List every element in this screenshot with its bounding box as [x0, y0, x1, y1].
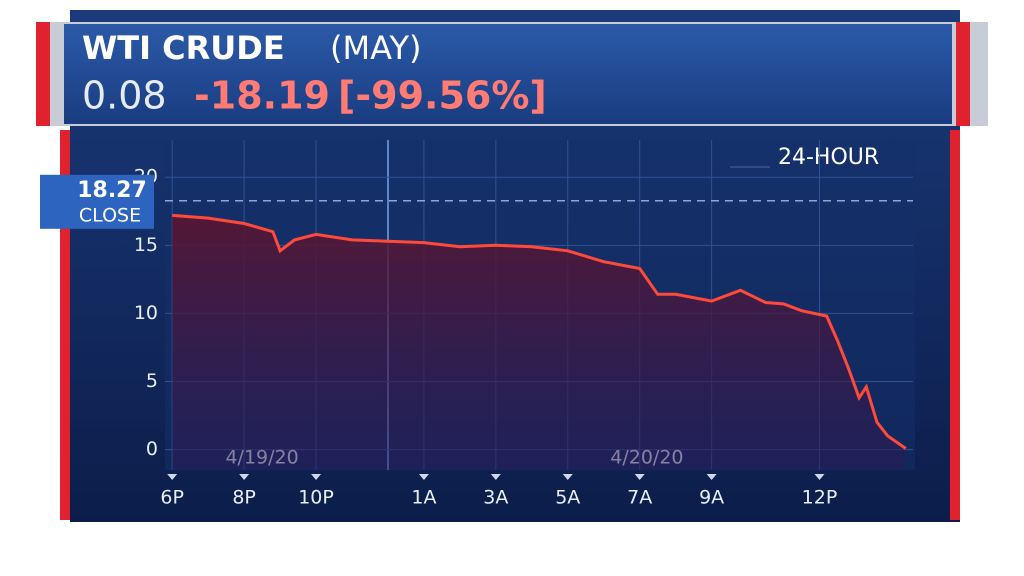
x-tick-label: 7A	[627, 487, 652, 509]
contract: (MAY)	[330, 29, 422, 67]
side-bar	[60, 130, 70, 520]
area	[172, 215, 906, 470]
x-tick-mark	[634, 474, 645, 480]
x-tick-mark	[706, 474, 717, 480]
x-tick-label: 8P	[232, 487, 256, 509]
side-bar	[950, 130, 960, 520]
x-tick-label: 1A	[411, 487, 436, 509]
y-tick-label: 10	[134, 302, 158, 324]
percent: [-99.56%]	[338, 74, 547, 118]
x-tick-mark	[167, 474, 178, 480]
y-tick-label: 15	[134, 234, 158, 256]
y-tick-label: 5	[146, 370, 158, 392]
price: 0.08	[82, 74, 167, 118]
x-tick-mark	[814, 474, 825, 480]
header	[64, 24, 952, 124]
x-tick-mark	[239, 474, 250, 480]
x-tick-label: 12P	[802, 487, 838, 509]
x-tick-mark	[311, 474, 322, 480]
change: -18.19	[194, 74, 330, 118]
y-tick-label: 0	[146, 438, 158, 460]
price-line	[172, 213, 907, 450]
x-tick-label: 3A	[483, 487, 508, 509]
close-value: 18.27	[77, 178, 147, 203]
x-tick-label: 5A	[555, 487, 580, 509]
instrument: WTI CRUDE	[82, 29, 285, 67]
close-label: CLOSE	[79, 204, 141, 226]
close-box	[40, 174, 154, 229]
x-tick-label: 9A	[699, 487, 724, 509]
chart-title: 24-HOUR	[778, 145, 879, 170]
x-tick-mark	[562, 474, 573, 480]
x-tick-mark	[490, 474, 501, 480]
x-tick-label: 10P	[298, 487, 334, 509]
header-edge	[956, 22, 970, 126]
header-edge	[36, 22, 50, 126]
x-tick-label: 6P	[160, 487, 184, 509]
x-tick-mark	[418, 474, 429, 480]
